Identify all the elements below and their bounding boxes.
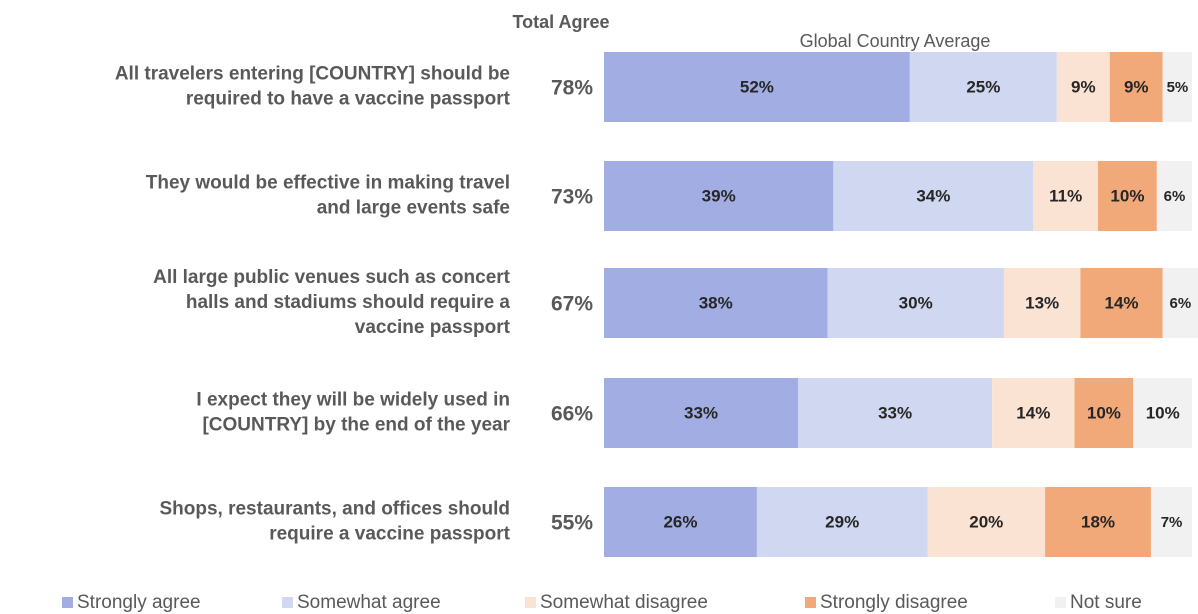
bar-segment xyxy=(827,268,1004,338)
bar-segment xyxy=(604,52,910,122)
bar-segment xyxy=(1150,487,1193,557)
value-label: 6% xyxy=(1164,188,1186,205)
bar-segment xyxy=(604,378,799,448)
value-label: 11% xyxy=(1049,186,1082,205)
bar-segment xyxy=(756,487,928,557)
value-label: 52% xyxy=(740,77,774,96)
value-label: 29% xyxy=(825,512,859,531)
bar-segment xyxy=(1003,268,1081,338)
legend-swatch xyxy=(62,597,73,608)
category-label: All large public venues such as concert h… xyxy=(153,267,511,338)
bar-segment xyxy=(1162,52,1193,122)
bar-segment xyxy=(1109,52,1163,122)
total-agree-label: 67% xyxy=(551,293,593,316)
value-label: 6% xyxy=(1170,295,1192,312)
value-label: 13% xyxy=(1025,293,1059,312)
category-label: They would be effective in making travel… xyxy=(146,173,510,219)
value-label: 26% xyxy=(663,512,697,531)
category-label: All travelers entering [COUNTRY] should … xyxy=(115,64,511,110)
value-label: 30% xyxy=(899,293,933,312)
legend-label: Strongly disagree xyxy=(820,592,968,613)
bar-segment xyxy=(1133,378,1193,448)
value-label: 7% xyxy=(1161,514,1183,531)
legend-swatch xyxy=(525,597,536,608)
bar-segment xyxy=(909,52,1057,122)
value-label: 18% xyxy=(1081,512,1115,531)
value-label: 34% xyxy=(916,186,950,205)
value-label: 33% xyxy=(878,403,912,422)
legend-label: Somewhat disagree xyxy=(540,592,708,613)
bar-segment xyxy=(798,378,993,448)
category-label: Shops, restaurants, and offices should re… xyxy=(159,499,510,545)
legend-swatch xyxy=(282,597,293,608)
bar-segment xyxy=(1074,378,1134,448)
bar-segment xyxy=(833,161,1034,231)
bar-segment xyxy=(1162,268,1198,338)
value-label: 5% xyxy=(1167,79,1189,96)
bar-segment xyxy=(1156,161,1193,231)
chart-subtitle: Global Country Average xyxy=(800,31,991,51)
legend-label: Not sure xyxy=(1070,592,1142,613)
total-agree-label: 78% xyxy=(551,77,593,100)
category-label: I expect they will be widely used in [COU… xyxy=(196,390,510,436)
value-label: 14% xyxy=(1105,293,1139,312)
bar-segment xyxy=(604,487,757,557)
total-agree-label: 66% xyxy=(551,403,593,426)
total-agree-label: 73% xyxy=(551,186,593,209)
bar-segment xyxy=(604,268,828,338)
value-label: 25% xyxy=(966,77,1000,96)
value-label: 38% xyxy=(699,293,733,312)
bar-segment xyxy=(1080,268,1163,338)
bar-segment xyxy=(992,378,1075,448)
legend-label: Somewhat agree xyxy=(297,592,441,613)
value-label: 10% xyxy=(1087,403,1121,422)
bar-segment xyxy=(1056,52,1110,122)
total-agree-label: 55% xyxy=(551,512,593,535)
bar-segment xyxy=(1098,161,1157,231)
value-label: 10% xyxy=(1146,403,1180,422)
value-label: 39% xyxy=(702,186,736,205)
bar-segment xyxy=(927,487,1046,557)
legend-swatch xyxy=(1055,597,1066,608)
bar-segment xyxy=(1033,161,1099,231)
bar-segment xyxy=(1045,487,1151,557)
value-label: 9% xyxy=(1071,77,1096,96)
bar-segment xyxy=(604,161,834,231)
legend-label: Strongly agree xyxy=(77,592,201,613)
total-agree-title: Total Agree xyxy=(512,12,609,32)
legend-swatch xyxy=(805,597,816,608)
value-label: 33% xyxy=(684,403,718,422)
value-label: 14% xyxy=(1016,403,1050,422)
value-label: 20% xyxy=(969,512,1003,531)
value-label: 10% xyxy=(1110,186,1144,205)
value-label: 9% xyxy=(1124,77,1149,96)
